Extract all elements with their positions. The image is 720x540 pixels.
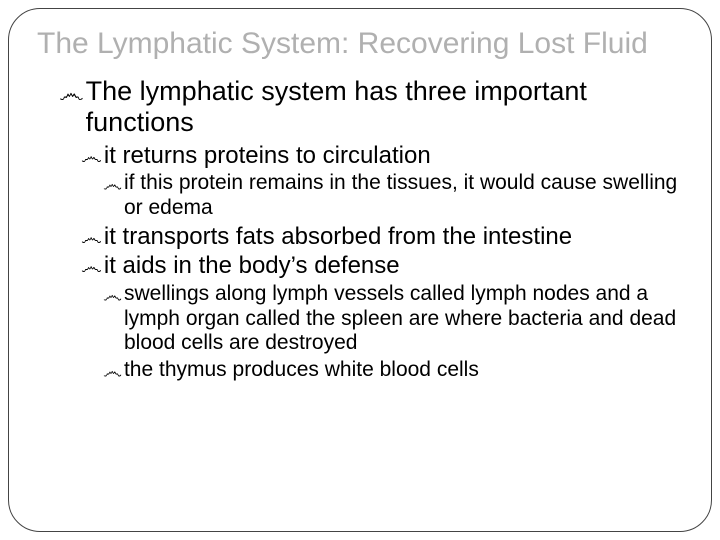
slide-title: The Lymphatic System: Recovering Lost Fl… bbox=[37, 27, 683, 62]
bullet-level3: ෴ swellings along lymph vessels called l… bbox=[103, 282, 683, 356]
bullet-glyph-icon: ෴ bbox=[103, 171, 122, 195]
bullet-glyph-icon: ෴ bbox=[103, 358, 122, 382]
bullet-text: it transports fats absorbed from the int… bbox=[104, 223, 572, 251]
bullet-level2: ෴ it aids in the body’s defense bbox=[81, 252, 683, 280]
bullet-level2: ෴ it returns proteins to circulation bbox=[81, 142, 683, 170]
bullet-glyph-icon: ෴ bbox=[81, 252, 102, 278]
bullet-text: swellings along lymph vessels called lym… bbox=[124, 282, 683, 356]
bullet-text: if this protein remains in the tissues, … bbox=[124, 171, 683, 221]
bullet-text: the thymus produces white blood cells bbox=[124, 358, 479, 383]
bullet-level2: ෴ it transports fats absorbed from the i… bbox=[81, 223, 683, 251]
bullet-glyph-icon: ෴ bbox=[103, 282, 122, 306]
bullet-glyph-icon: ෴ bbox=[81, 142, 102, 168]
bullet-glyph-icon: ෴ bbox=[81, 223, 102, 249]
bullet-glyph-icon: ෴ bbox=[59, 76, 84, 106]
bullet-level1: ෴ The lymphatic system has three importa… bbox=[59, 76, 683, 138]
slide-frame: The Lymphatic System: Recovering Lost Fl… bbox=[8, 8, 712, 532]
bullet-text: it returns proteins to circulation bbox=[104, 142, 431, 170]
bullet-text: it aids in the body’s defense bbox=[104, 252, 400, 280]
bullet-text: The lymphatic system has three important… bbox=[86, 76, 683, 138]
bullet-level3: ෴ if this protein remains in the tissues… bbox=[103, 171, 683, 221]
bullet-level3: ෴ the thymus produces white blood cells bbox=[103, 358, 683, 383]
